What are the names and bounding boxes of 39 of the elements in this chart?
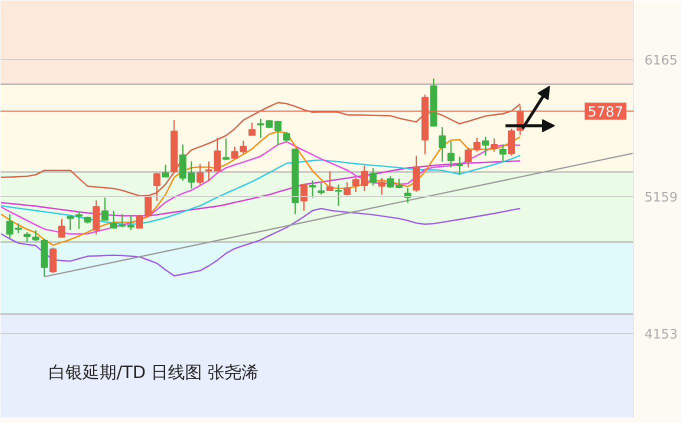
candlestick <box>438 126 446 162</box>
candlestick <box>24 232 31 243</box>
candlestick <box>464 146 472 168</box>
candlestick <box>482 136 490 156</box>
y-tick-label: 5159 <box>644 190 678 206</box>
candlestick <box>92 200 100 236</box>
candlestick <box>248 122 256 136</box>
candlestick <box>318 182 325 196</box>
y-tick-label: 4153 <box>644 328 678 343</box>
ref-line-label: 5787 <box>588 104 624 121</box>
candlestick <box>240 140 247 154</box>
candlestick <box>344 182 351 196</box>
candlestick <box>334 184 342 206</box>
candlestick <box>58 218 66 238</box>
candlestick <box>222 138 230 161</box>
text: 白银延期/TD 日线图 张尧浠 <box>48 363 259 384</box>
line-series <box>0 208 521 276</box>
candlestick <box>326 170 334 192</box>
candlestick <box>447 140 454 168</box>
candlestick <box>32 230 40 242</box>
candlestick <box>101 196 108 222</box>
candlestick <box>66 214 74 231</box>
candlestick <box>127 214 134 231</box>
y-tick-label: 6165 <box>644 54 678 69</box>
candlestick <box>456 156 464 176</box>
candlestick <box>231 146 238 160</box>
candlestick <box>162 164 170 178</box>
candlestick <box>309 180 316 198</box>
candlestick <box>490 138 498 152</box>
candlestick <box>508 128 516 156</box>
candlestick <box>499 144 506 162</box>
candlestick <box>300 183 308 212</box>
candlestick <box>412 155 420 192</box>
candlestick <box>378 177 386 196</box>
candlestick <box>473 137 480 152</box>
candlestick <box>370 167 377 186</box>
candlestick <box>196 163 204 186</box>
candlestick <box>49 246 57 274</box>
candlestick <box>283 131 290 142</box>
